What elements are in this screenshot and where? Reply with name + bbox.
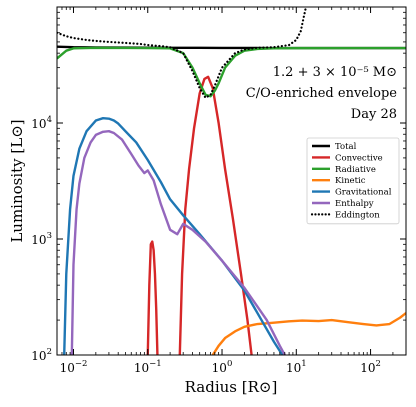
series-line-kinetic [211, 312, 406, 355]
legend-label-radiative: Radiative [335, 165, 376, 175]
annotation-layer: 1.2 + 3 × 10⁻⁵ M⊙ C/O-enriched envelope Da… [246, 65, 398, 122]
legend-label-gravitational: Gravitational [335, 188, 392, 198]
series-line-eddington [57, 7, 308, 99]
x-tick-label: 101 [286, 359, 307, 375]
y-tick-label: 103 [31, 231, 52, 247]
x-tick-label: 10−1 [134, 359, 162, 375]
annotation-3: Day 28 [351, 107, 397, 122]
legend-label-kinetic: Kinetic [335, 176, 366, 186]
x-tick-label: 10−2 [60, 359, 88, 375]
series-line-enthalpy [70, 129, 286, 355]
annotation-2: C/O-enriched envelope [246, 86, 398, 101]
series-line-convective-2 [178, 75, 253, 355]
y-tick-label: 104 [31, 115, 52, 131]
y-axis-label: Luminosity [L⊙] [8, 119, 26, 242]
y-tick-label: 102 [31, 347, 52, 363]
plot-frame [56, 6, 407, 356]
legend-label-eddington: Eddington [335, 210, 380, 220]
x-axis-label: Radius [R⊙] [185, 378, 278, 396]
legend-label-enthalpy: Enthalpy [335, 199, 374, 209]
x-tick-label: 100 [212, 359, 233, 375]
series-layer [57, 7, 406, 355]
legend-label-total: Total [335, 142, 357, 152]
annotation-1: 1.2 + 3 × 10⁻⁵ M⊙ [273, 65, 397, 80]
x-tick-label: 102 [360, 359, 381, 375]
series-line-radiative [57, 46, 406, 98]
series-line-convective-1 [146, 240, 159, 355]
ticks-layer: 10−2 10−1 100 101 102 102 103 104 [31, 7, 407, 375]
legend-label-convective: Convective [335, 153, 383, 163]
